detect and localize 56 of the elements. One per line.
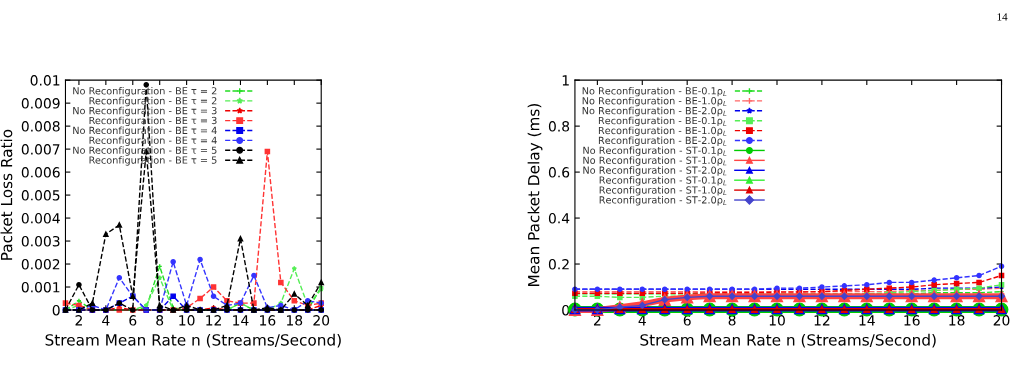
x-axis-title: Stream Mean Rate n (Streams/Second) <box>45 333 341 348</box>
legend-label: Reconfiguration - BE-1.0ρ$_{L}$ <box>598 126 727 137</box>
legend-label: No Reconfiguration - ST-2.0ρ$_{L}$ <box>583 166 727 176</box>
y-tick-label: 0.009 <box>21 98 60 109</box>
x-tick-label: 4 <box>638 315 646 326</box>
x-tick-label: 20 <box>993 315 1010 326</box>
y-tick-label: 0.007 <box>21 144 60 155</box>
y-tick-label: 0.4 <box>548 213 570 224</box>
legend-label: No Reconfiguration - BE-1.0ρ$_{L}$ <box>582 96 727 107</box>
x-tick-label: 14 <box>859 315 875 326</box>
x-axis-title: Stream Mean Rate n (Streams/Second) <box>640 333 936 348</box>
legend-label: Reconfiguration - BE-2.0ρ$_{L}$ <box>598 136 727 146</box>
y-tick-label: 0.2 <box>548 259 569 270</box>
y-tick-label: 1 <box>562 75 569 86</box>
x-tick-label: 14 <box>233 315 249 326</box>
legend-label: No Reconfiguration - BE τ = 4 <box>73 126 217 136</box>
x-tick-label: 12 <box>814 315 830 326</box>
legend-label: Reconfiguration - BE τ = 4 <box>89 136 217 146</box>
x-tick-label: 18 <box>286 315 303 326</box>
x-tick-label: 16 <box>904 315 920 326</box>
x-tick-label: 10 <box>769 315 785 326</box>
y-tick-label: 0.005 <box>21 190 60 201</box>
y-tick-label: 0.001 <box>21 281 60 293</box>
x-tick-label: 2 <box>75 315 82 326</box>
x-tick-label: 8 <box>156 315 164 326</box>
y-axis-title: Packet Loss Ratio <box>0 129 13 260</box>
legend-label: No Reconfiguration - ST-1.0ρ$_{L}$ <box>583 156 727 166</box>
y-tick-label: 0.01 <box>30 75 60 86</box>
x-tick-label: 12 <box>206 315 221 326</box>
legend-label: Reconfiguration - BE τ = 5 <box>89 156 217 166</box>
y-tick-label: 0.008 <box>21 121 60 132</box>
legend-label: Reconfiguration - BE-0.1ρ$_{L}$ <box>598 116 727 127</box>
legend-label: No Reconfiguration - ST-0.1ρ$_{L}$ <box>583 146 727 156</box>
y-tick-label: 0.6 <box>548 167 570 178</box>
y-tick-label: 0.006 <box>21 167 60 178</box>
text: 14 <box>997 13 1008 21</box>
legend-label: No Reconfiguration - BE-2.0ρ$_{L}$ <box>582 106 727 117</box>
x-tick-label: 4 <box>102 315 110 326</box>
legend-label: Reconfiguration - BE τ = 2 <box>89 96 217 107</box>
x-tick-label: 16 <box>260 315 276 326</box>
y-tick-label: 0.003 <box>21 236 60 247</box>
y-tick-label: 0.004 <box>21 213 60 224</box>
y-tick-label: 0 <box>562 304 570 316</box>
y-tick-label: 0 <box>52 304 60 316</box>
x-tick-label: 18 <box>949 315 965 326</box>
y-axis-title: Mean Packet Delay (ms) <box>527 104 543 286</box>
y-tick-label: 0.002 <box>21 259 60 270</box>
legend-label: No Reconfiguration - BE τ = 3 <box>73 106 217 117</box>
legend-label: No Reconfiguration - BE-0.1ρ$_{L}$ <box>582 86 727 97</box>
y-tick-label: 0.8 <box>548 121 570 132</box>
legend-label: Reconfiguration - ST-1.0ρ$_{L}$ <box>599 186 727 196</box>
x-tick-label: 10 <box>179 315 195 326</box>
legend-label: Reconfiguration - ST-2.0ρ$_{L}$ <box>599 196 727 206</box>
legend-label: Reconfiguration - ST-0.1ρ$_{L}$ <box>599 176 727 186</box>
x-tick-label: 6 <box>129 315 137 326</box>
x-tick-label: 20 <box>313 315 330 326</box>
